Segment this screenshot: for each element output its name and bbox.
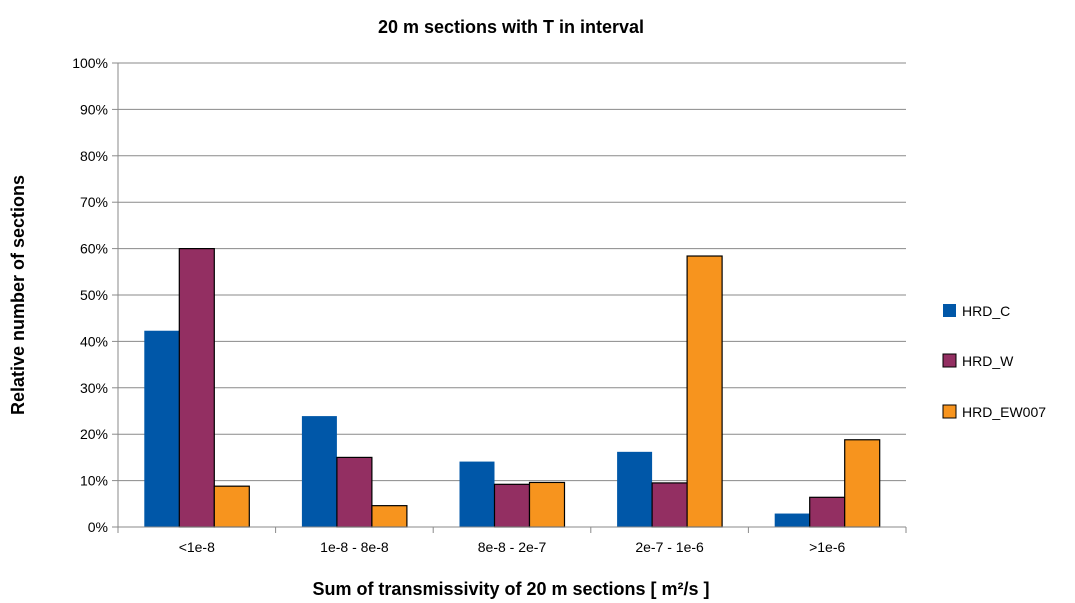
- y-tick-label: 60%: [80, 241, 108, 257]
- x-tick-label: 8e-8 - 2e-7: [478, 539, 547, 555]
- bar: [809, 496, 846, 528]
- y-tick-label: 40%: [80, 333, 108, 349]
- bar: [371, 505, 408, 528]
- y-tick-label: 30%: [80, 380, 108, 396]
- y-tick-label: 50%: [80, 287, 108, 303]
- y-axis-ticks: 0% 10% 20% 30% 40% 50% 60% 70% 80% 90% 100%: [72, 55, 118, 535]
- legend-label: HRD_EW007: [962, 404, 1046, 420]
- legend-label: HRD_W: [962, 353, 1014, 369]
- y-axis-title: Relative number of sections: [8, 175, 28, 415]
- bar: [686, 255, 723, 528]
- gridlines: [118, 62, 906, 482]
- legend-swatch: [943, 304, 956, 317]
- x-tick-label: 1e-8 - 8e-8: [320, 539, 389, 555]
- bar: [844, 439, 881, 528]
- bar: [493, 483, 531, 528]
- y-tick-label: 80%: [80, 148, 108, 164]
- bar: [459, 461, 495, 527]
- x-tick-label: <1e-8: [179, 539, 215, 555]
- chart-title: 20 m sections with T in interval: [378, 17, 644, 37]
- y-tick-label: 100%: [72, 55, 108, 71]
- bar: [336, 456, 373, 528]
- y-tick-label: 70%: [80, 194, 108, 210]
- bar: [301, 416, 337, 527]
- bar: [178, 248, 215, 528]
- bar: [528, 481, 566, 528]
- x-axis-title: Sum of transmissivity of 20 m sections […: [312, 579, 709, 599]
- y-tick-label: 10%: [80, 473, 108, 489]
- y-tick-label: 0%: [88, 519, 108, 535]
- bar: [213, 485, 250, 528]
- legend-label: HRD_C: [962, 303, 1010, 319]
- x-tick-label: >1e-6: [809, 539, 845, 555]
- x-axis-ticks: <1e-8 1e-8 - 8e-8 8e-8 - 2e-7 2e-7 - 1e-6 >1…: [117, 527, 907, 555]
- bar: [617, 451, 653, 527]
- bar: [774, 513, 810, 527]
- legend: HRD_C HRD_W HRD_EW007: [942, 303, 1046, 420]
- legend-swatch: [942, 353, 957, 368]
- bar: [144, 330, 180, 527]
- y-tick-label: 20%: [80, 426, 108, 442]
- legend-swatch: [942, 404, 957, 419]
- axes: [117, 63, 906, 528]
- y-tick-label: 90%: [80, 101, 108, 117]
- bar: [651, 482, 688, 528]
- x-tick-label: 2e-7 - 1e-6: [635, 539, 704, 555]
